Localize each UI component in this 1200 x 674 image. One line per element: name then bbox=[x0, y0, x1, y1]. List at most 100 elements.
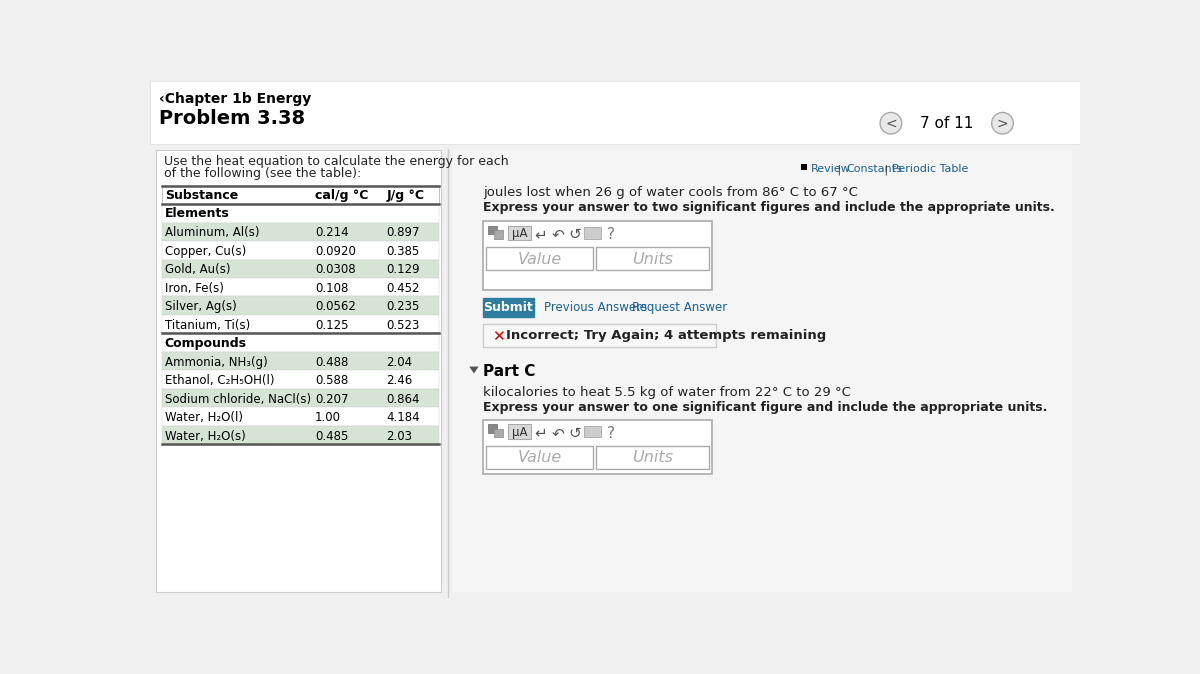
Bar bbox=[484, 324, 715, 347]
Text: Units: Units bbox=[631, 450, 673, 466]
Bar bbox=[484, 298, 534, 317]
Text: 0.385: 0.385 bbox=[386, 245, 420, 258]
Text: Copper, Cu(s): Copper, Cu(s) bbox=[164, 245, 246, 258]
Text: 2.46: 2.46 bbox=[386, 374, 413, 388]
Bar bbox=[162, 278, 439, 297]
Text: joules lost when 26 g of water cools from 86° C to 67 °C: joules lost when 26 g of water cools fro… bbox=[484, 185, 858, 199]
Text: Periodic Table: Periodic Table bbox=[893, 164, 968, 174]
Bar bbox=[162, 185, 439, 204]
Text: Silver, Ag(s): Silver, Ag(s) bbox=[164, 301, 236, 313]
Text: 0.108: 0.108 bbox=[316, 282, 348, 295]
Bar bbox=[488, 226, 497, 234]
Bar bbox=[162, 371, 439, 389]
Text: 7 of 11: 7 of 11 bbox=[920, 116, 973, 131]
Text: cal/g °C: cal/g °C bbox=[316, 189, 368, 202]
Bar bbox=[162, 297, 439, 315]
Text: 0.207: 0.207 bbox=[316, 393, 348, 406]
Text: ↵: ↵ bbox=[534, 426, 547, 441]
Text: 2.03: 2.03 bbox=[386, 430, 413, 443]
Text: 0.0308: 0.0308 bbox=[316, 264, 355, 276]
Text: 0.523: 0.523 bbox=[386, 319, 420, 332]
Text: 0.129: 0.129 bbox=[386, 264, 420, 276]
Bar bbox=[595, 247, 709, 270]
Text: Ethanol, C₂H₅OH(l): Ethanol, C₂H₅OH(l) bbox=[164, 374, 275, 388]
Bar bbox=[508, 226, 532, 240]
Bar bbox=[452, 150, 1073, 592]
Text: J/g °C: J/g °C bbox=[386, 189, 425, 202]
Text: ↶: ↶ bbox=[551, 426, 564, 441]
Text: <: < bbox=[886, 116, 896, 130]
Text: Compounds: Compounds bbox=[164, 336, 247, 350]
Text: 2.04: 2.04 bbox=[386, 356, 413, 369]
Text: 0.488: 0.488 bbox=[316, 356, 348, 369]
Bar bbox=[162, 334, 439, 352]
Text: Sodium chloride, NaCl(s): Sodium chloride, NaCl(s) bbox=[164, 393, 311, 406]
Text: 1.00: 1.00 bbox=[316, 411, 341, 424]
Bar bbox=[162, 407, 439, 426]
Text: Constants: Constants bbox=[846, 164, 902, 174]
Text: Substance: Substance bbox=[164, 189, 238, 202]
Text: Part C: Part C bbox=[484, 364, 535, 379]
Text: Previous Answers: Previous Answers bbox=[544, 301, 647, 314]
Bar bbox=[150, 81, 1080, 144]
Text: Request Answer: Request Answer bbox=[632, 301, 727, 314]
Text: kilocalories to heat 5.5 kg of water from 22° C to 29 °C: kilocalories to heat 5.5 kg of water fro… bbox=[484, 386, 851, 399]
Bar bbox=[162, 241, 439, 259]
Text: >: > bbox=[997, 116, 1008, 130]
Bar bbox=[488, 425, 497, 433]
Circle shape bbox=[991, 113, 1013, 134]
Bar bbox=[162, 426, 439, 444]
Text: Water, H₂O(s): Water, H₂O(s) bbox=[164, 430, 246, 443]
Text: ↶: ↶ bbox=[551, 227, 564, 242]
Text: ✕: ✕ bbox=[492, 329, 505, 344]
Text: ?: ? bbox=[607, 227, 616, 242]
Text: 0.864: 0.864 bbox=[386, 393, 420, 406]
Text: 0.897: 0.897 bbox=[386, 226, 420, 239]
Text: ‹Chapter 1b Energy: ‹Chapter 1b Energy bbox=[160, 92, 312, 106]
Bar bbox=[486, 247, 593, 270]
Text: ↺: ↺ bbox=[569, 227, 581, 242]
Bar bbox=[494, 231, 504, 239]
Bar bbox=[494, 429, 504, 437]
Circle shape bbox=[880, 113, 901, 134]
Bar bbox=[484, 420, 712, 474]
Text: Problem 3.38: Problem 3.38 bbox=[160, 109, 306, 127]
Bar bbox=[156, 150, 442, 592]
Text: Titanium, Ti(s): Titanium, Ti(s) bbox=[164, 319, 250, 332]
Bar bbox=[162, 389, 439, 407]
Text: Ammonia, NH₃(g): Ammonia, NH₃(g) bbox=[164, 356, 268, 369]
Text: 0.0562: 0.0562 bbox=[316, 301, 356, 313]
Text: ?: ? bbox=[607, 426, 616, 441]
Text: Value: Value bbox=[517, 252, 562, 267]
Text: |: | bbox=[834, 164, 845, 175]
Text: Express your answer to one significant figure and include the appropriate units.: Express your answer to one significant f… bbox=[484, 401, 1048, 415]
Bar bbox=[595, 446, 709, 469]
Polygon shape bbox=[469, 367, 479, 373]
Text: Water, H₂O(l): Water, H₂O(l) bbox=[164, 411, 242, 424]
Text: Iron, Fe(s): Iron, Fe(s) bbox=[164, 282, 223, 295]
Text: Incorrect; Try Again; 4 attempts remaining: Incorrect; Try Again; 4 attempts remaini… bbox=[506, 329, 827, 342]
Bar bbox=[162, 222, 439, 241]
Text: |: | bbox=[881, 164, 892, 175]
Text: Use the heat equation to calculate the energy for each: Use the heat equation to calculate the e… bbox=[164, 155, 509, 168]
Bar bbox=[162, 204, 439, 222]
Text: 0.588: 0.588 bbox=[316, 374, 348, 388]
Bar bbox=[802, 164, 808, 171]
Bar bbox=[162, 352, 439, 371]
Text: ↵: ↵ bbox=[534, 227, 547, 242]
Text: 4.184: 4.184 bbox=[386, 411, 420, 424]
Text: Units: Units bbox=[631, 252, 673, 267]
Text: Value: Value bbox=[517, 450, 562, 466]
Text: 0.125: 0.125 bbox=[316, 319, 348, 332]
Text: 0.214: 0.214 bbox=[316, 226, 349, 239]
Text: 0.0920: 0.0920 bbox=[316, 245, 356, 258]
Bar bbox=[508, 425, 532, 439]
Text: 0.235: 0.235 bbox=[386, 301, 420, 313]
Text: Review: Review bbox=[811, 164, 851, 174]
Bar bbox=[162, 259, 439, 278]
Text: Submit: Submit bbox=[484, 301, 533, 314]
Text: Express your answer to two significant figures and include the appropriate units: Express your answer to two significant f… bbox=[484, 201, 1055, 214]
Bar bbox=[486, 446, 593, 469]
Bar bbox=[584, 227, 601, 239]
Text: Gold, Au(s): Gold, Au(s) bbox=[164, 264, 230, 276]
